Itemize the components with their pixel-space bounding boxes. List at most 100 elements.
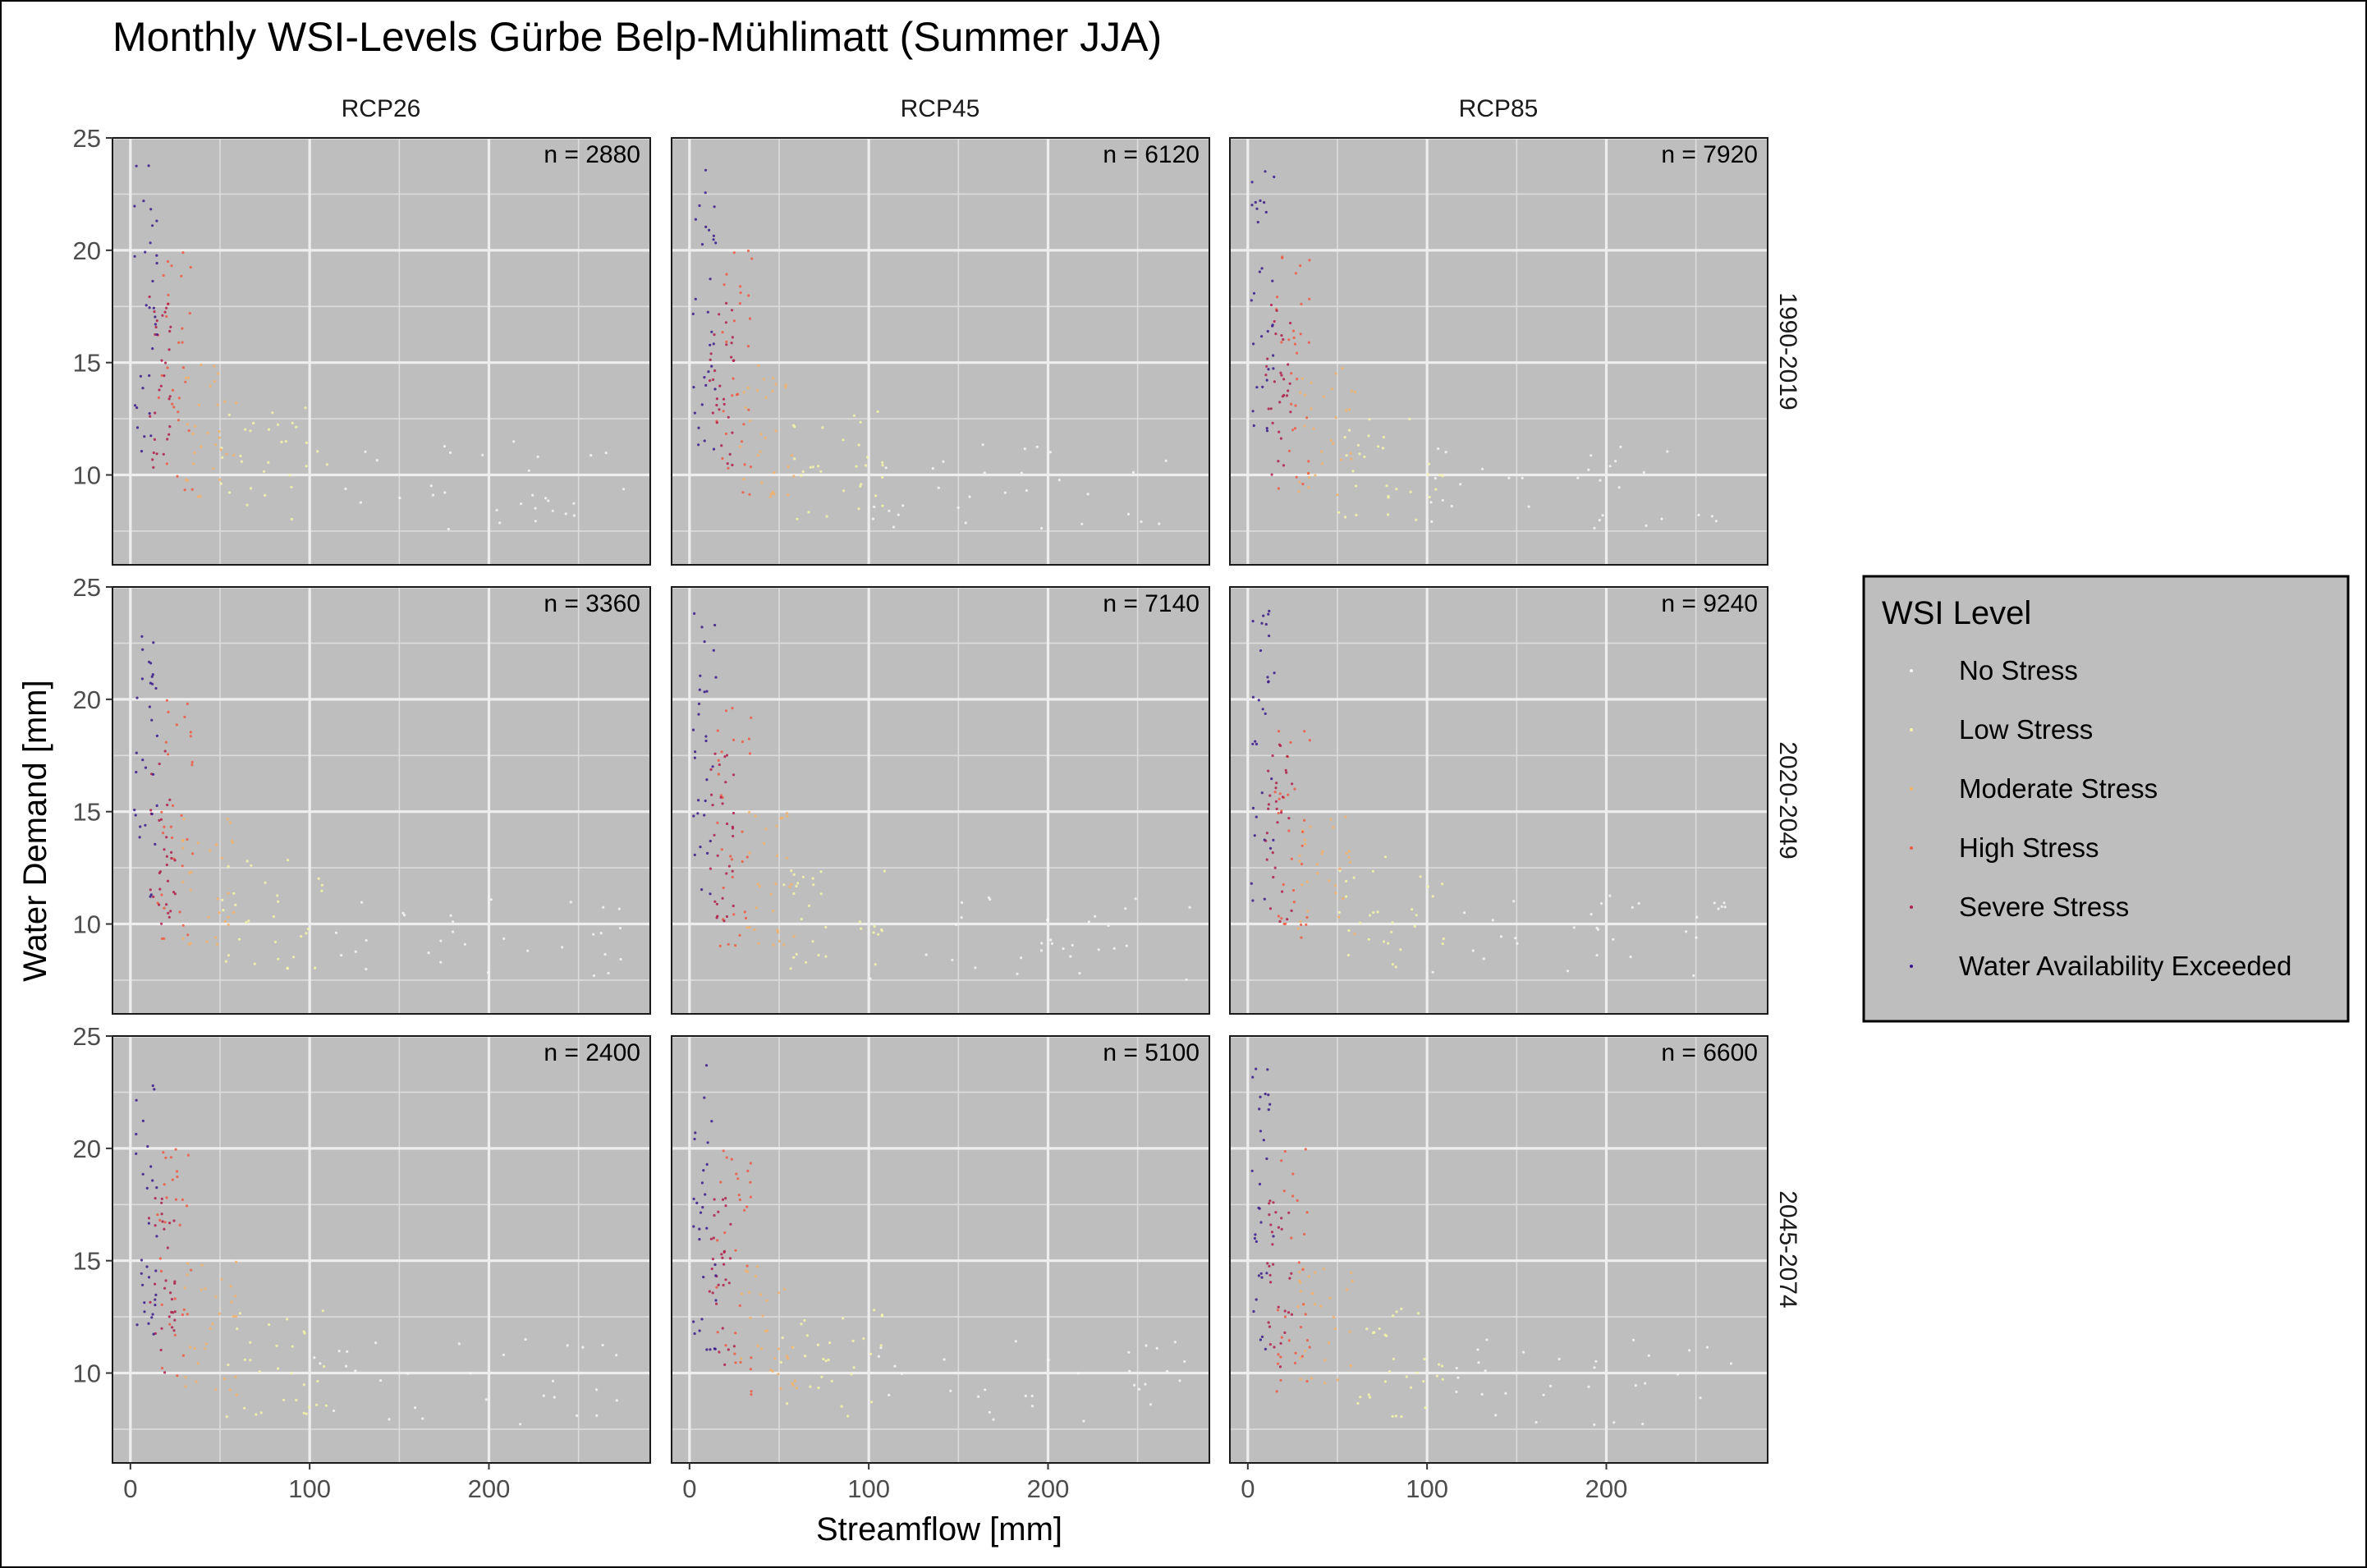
- data-point: [1322, 1268, 1325, 1271]
- data-point: [731, 431, 734, 434]
- data-point: [1441, 1378, 1444, 1381]
- data-point: [736, 392, 740, 396]
- data-point: [747, 408, 750, 411]
- data-point: [1255, 742, 1259, 746]
- data-point: [709, 768, 713, 772]
- data-point: [713, 623, 717, 627]
- data-point: [1338, 869, 1342, 873]
- data-point: [773, 470, 776, 475]
- data-point: [1499, 935, 1502, 938]
- panel-count-label: n = 6120: [1103, 141, 1200, 168]
- data-point: [1705, 1346, 1709, 1349]
- data-point: [1290, 909, 1293, 912]
- data-point: [1291, 782, 1294, 786]
- data-point: [1262, 1139, 1265, 1142]
- data-point: [160, 1213, 163, 1216]
- data-point: [1252, 342, 1255, 346]
- data-point: [790, 453, 794, 457]
- data-point: [1336, 1378, 1339, 1382]
- data-point: [155, 219, 158, 222]
- data-point: [704, 1064, 709, 1067]
- data-point: [1270, 777, 1273, 781]
- data-point: [190, 760, 194, 764]
- data-point: [1333, 884, 1337, 887]
- data-point: [765, 1299, 768, 1302]
- data-point: [1269, 303, 1273, 307]
- data-point: [166, 366, 169, 369]
- data-point: [700, 1318, 704, 1321]
- data-point: [1369, 914, 1372, 917]
- data-point: [158, 818, 161, 823]
- data-point: [308, 1405, 311, 1409]
- data-point: [769, 892, 773, 896]
- data-point: [158, 1257, 162, 1260]
- data-point: [1293, 427, 1297, 430]
- data-point: [1270, 473, 1273, 476]
- data-point: [187, 429, 190, 433]
- data-point: [1348, 860, 1351, 864]
- data-point: [1305, 915, 1309, 919]
- data-point: [167, 911, 170, 915]
- data-point: [704, 225, 708, 228]
- data-point: [924, 953, 928, 956]
- data-point: [1368, 1396, 1372, 1399]
- data-point: [842, 1317, 845, 1320]
- data-point: [1596, 928, 1600, 931]
- data-point: [870, 1401, 874, 1404]
- data-point: [1323, 1382, 1327, 1385]
- data-point: [135, 406, 139, 410]
- data-point: [1413, 924, 1416, 928]
- data-point: [809, 1385, 812, 1388]
- data-point: [154, 842, 157, 846]
- data-point: [1347, 855, 1351, 859]
- data-point: [722, 402, 726, 406]
- data-point: [881, 475, 884, 479]
- data-point: [1480, 467, 1484, 470]
- data-point: [315, 1403, 319, 1406]
- data-point: [1441, 498, 1444, 502]
- data-point: [1296, 351, 1299, 355]
- data-point: [739, 291, 742, 295]
- data-point: [524, 1337, 527, 1341]
- data-point: [1268, 609, 1271, 613]
- data-point: [170, 856, 173, 860]
- data-point: [745, 1205, 749, 1208]
- data-point: [1300, 923, 1303, 927]
- data-point: [253, 962, 256, 965]
- data-point: [1282, 378, 1286, 381]
- data-point: [1274, 786, 1278, 790]
- data-point: [225, 1415, 228, 1419]
- data-point: [884, 466, 888, 470]
- data-point: [1383, 1380, 1387, 1383]
- data-point: [154, 323, 157, 326]
- data-point: [414, 1406, 417, 1410]
- data-point: [1107, 924, 1110, 928]
- data-point: [1272, 1263, 1275, 1266]
- data-point: [1641, 1423, 1645, 1426]
- data-point: [819, 870, 823, 873]
- data-point: [168, 1323, 172, 1326]
- data-point: [1294, 404, 1297, 407]
- data-point: [1255, 386, 1259, 389]
- data-point: [1258, 1182, 1262, 1185]
- data-point: [807, 904, 811, 907]
- data-point: [706, 310, 709, 314]
- data-point: [1480, 1392, 1484, 1396]
- data-point: [1512, 900, 1516, 903]
- legend-label: Water Availability Exceeded: [1959, 951, 2291, 981]
- data-point: [1275, 1390, 1278, 1393]
- data-point: [1273, 1346, 1276, 1349]
- panel-points: [692, 1064, 1186, 1423]
- panel-count-label: n = 2400: [544, 1039, 640, 1066]
- x-tick-label: 200: [1585, 1474, 1628, 1503]
- data-point: [782, 883, 786, 887]
- data-point: [526, 949, 530, 952]
- data-point: [161, 314, 164, 317]
- data-point: [1549, 1384, 1553, 1387]
- data-point: [1722, 901, 1726, 905]
- data-point: [711, 378, 715, 382]
- data-point: [230, 1300, 233, 1304]
- data-point: [1387, 942, 1390, 945]
- data-point: [796, 517, 799, 520]
- data-point: [1304, 1313, 1307, 1316]
